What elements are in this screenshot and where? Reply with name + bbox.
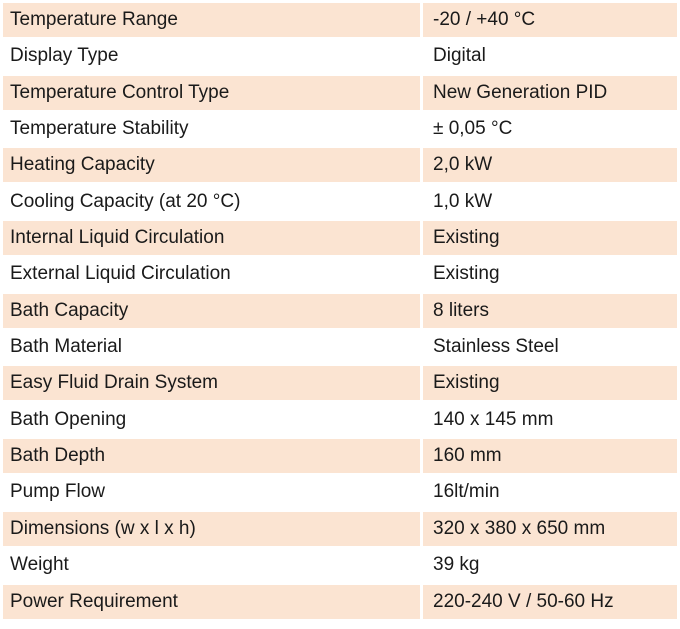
spec-value: 8 liters <box>423 293 677 328</box>
table-row: Heating Capacity 2,0 kW <box>3 148 677 183</box>
spec-value: 140 x 145 mm <box>423 402 677 437</box>
table-row: Weight 39 kg <box>3 548 677 583</box>
spec-value: New Generation PID <box>423 75 677 110</box>
table-row: Easy Fluid Drain System Existing <box>3 366 677 401</box>
spec-name: Temperature Control Type <box>3 75 420 110</box>
spec-name: Bath Depth <box>3 439 420 474</box>
spec-value: Existing <box>423 366 677 401</box>
spec-name: Display Type <box>3 39 420 74</box>
spec-value: 16lt/min <box>423 475 677 510</box>
spec-value: ± 0,05 °C <box>423 112 677 147</box>
table-row: Internal Liquid Circulation Existing <box>3 221 677 256</box>
table-row: Bath Material Stainless Steel <box>3 330 677 365</box>
table-row: Temperature Range -20 / +40 °C <box>3 3 677 37</box>
spec-name: Pump Flow <box>3 475 420 510</box>
table-row: Pump Flow 16lt/min <box>3 475 677 510</box>
spec-table: Temperature Range -20 / +40 °C Display T… <box>3 3 677 621</box>
spec-name: Cooling Capacity (at 20 °C) <box>3 184 420 219</box>
spec-value: 320 x 380 x 650 mm <box>423 511 677 546</box>
table-row: Power Requirement 220-240 V / 50-60 Hz <box>3 584 677 619</box>
spec-value: 220-240 V / 50-60 Hz <box>423 584 677 619</box>
table-row: Bath Opening 140 x 145 mm <box>3 402 677 437</box>
spec-value: 160 mm <box>423 439 677 474</box>
spec-name: Bath Capacity <box>3 293 420 328</box>
spec-name: Power Requirement <box>3 584 420 619</box>
spec-name: Bath Material <box>3 330 420 365</box>
table-row: Temperature Control Type New Generation … <box>3 75 677 110</box>
spec-value: -20 / +40 °C <box>423 3 677 37</box>
spec-value: 2,0 kW <box>423 148 677 183</box>
table-row: Bath Capacity 8 liters <box>3 293 677 328</box>
spec-value: Existing <box>423 221 677 256</box>
spec-value: Stainless Steel <box>423 330 677 365</box>
spec-name: Temperature Stability <box>3 112 420 147</box>
spec-name: Weight <box>3 548 420 583</box>
spec-name: Easy Fluid Drain System <box>3 366 420 401</box>
table-row: Cooling Capacity (at 20 °C) 1,0 kW <box>3 184 677 219</box>
spec-name: Dimensions (w x l x h) <box>3 511 420 546</box>
spec-value: 39 kg <box>423 548 677 583</box>
table-row: Dimensions (w x l x h) 320 x 380 x 650 m… <box>3 511 677 546</box>
spec-name: Bath Opening <box>3 402 420 437</box>
spec-name: Internal Liquid Circulation <box>3 221 420 256</box>
spec-value: Existing <box>423 257 677 292</box>
table-row: Temperature Stability ± 0,05 °C <box>3 112 677 147</box>
spec-name: Temperature Range <box>3 3 420 37</box>
spec-name: Heating Capacity <box>3 148 420 183</box>
spec-value: Digital <box>423 39 677 74</box>
spec-name: External Liquid Circulation <box>3 257 420 292</box>
spec-value: 1,0 kW <box>423 184 677 219</box>
table-row: Bath Depth 160 mm <box>3 439 677 474</box>
table-row: Display Type Digital <box>3 39 677 74</box>
table-row: External Liquid Circulation Existing <box>3 257 677 292</box>
